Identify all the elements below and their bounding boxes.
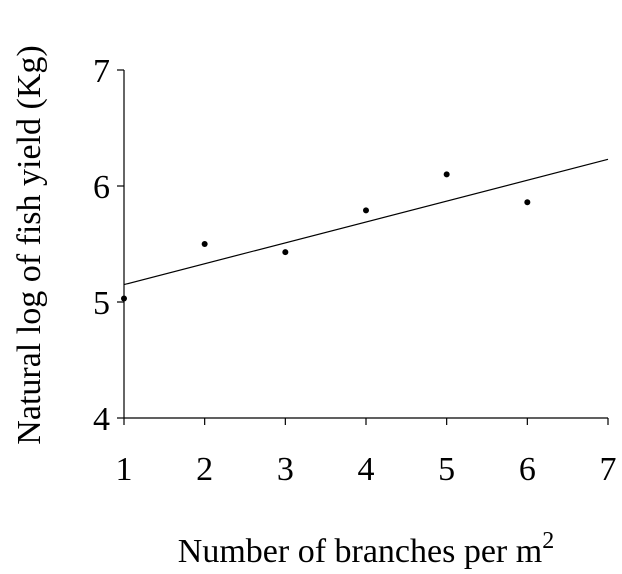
data-point bbox=[201, 241, 208, 247]
x-tick-label: 4 bbox=[358, 451, 375, 488]
x-tick-label: 3 bbox=[277, 451, 294, 488]
x-axis-title-superscript: 2 bbox=[542, 528, 554, 554]
y-tick-label: 4 bbox=[93, 401, 110, 438]
axes bbox=[117, 69, 609, 425]
data-point bbox=[443, 171, 450, 178]
x-tick-label: 7 bbox=[600, 451, 617, 488]
y-axis-title: Natural log of fish yield (Kg) bbox=[11, 45, 48, 444]
data-point bbox=[524, 199, 531, 206]
x-axis-title-text: Number of branches per m bbox=[178, 533, 542, 570]
data-point bbox=[121, 295, 127, 302]
x-tick-label: 1 bbox=[116, 451, 133, 488]
x-tick-label: 5 bbox=[438, 451, 455, 488]
y-tick-label: 6 bbox=[93, 169, 110, 206]
x-tick-label: 6 bbox=[519, 451, 536, 488]
y-tick-label: 5 bbox=[93, 285, 110, 322]
x-axis-title: Number of branches per m2 bbox=[178, 528, 554, 570]
data-point bbox=[363, 207, 369, 214]
trendline-layer bbox=[123, 158, 609, 286]
data-point bbox=[282, 249, 289, 256]
trend-line bbox=[123, 158, 609, 286]
data-points bbox=[121, 171, 531, 302]
tick-labels: 4 5 6 7 1 2 3 4 5 6 7 bbox=[93, 53, 617, 488]
x-tick-label: 2 bbox=[196, 451, 213, 488]
y-tick-label: 7 bbox=[93, 53, 110, 90]
